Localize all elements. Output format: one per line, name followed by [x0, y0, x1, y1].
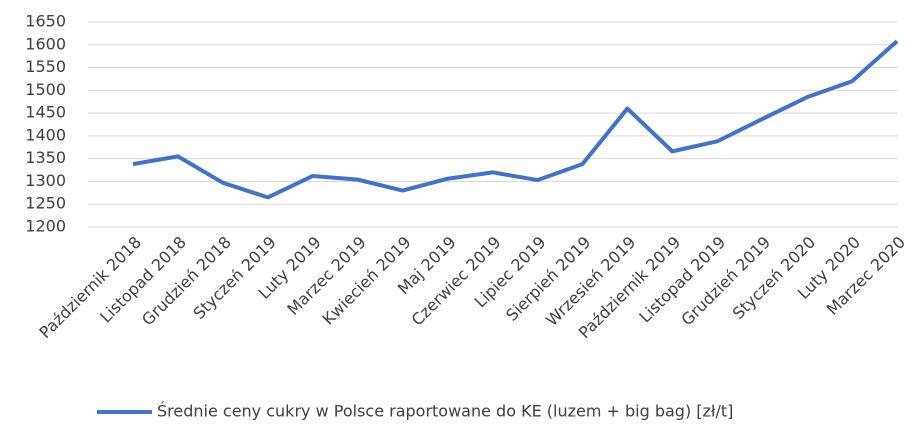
y-tick-label: 1350: [25, 148, 66, 167]
legend-label: Średnie ceny cukry w Polsce raportowane …: [157, 402, 733, 421]
data-line: [132, 39, 899, 200]
y-tick-label: 1450: [25, 103, 66, 122]
x-tick-label: Marzec 2020: [823, 233, 905, 319]
y-tick-label: 1200: [25, 217, 66, 236]
y-tick-label: 1550: [25, 57, 66, 76]
y-tick-label: 1250: [25, 194, 66, 213]
y-tick-label: 1650: [25, 12, 66, 31]
y-tick-label: 1400: [25, 125, 66, 144]
y-tick-label: 1500: [25, 80, 66, 99]
y-tick-label: 1600: [25, 34, 66, 53]
y-tick-label: 1300: [25, 171, 66, 190]
